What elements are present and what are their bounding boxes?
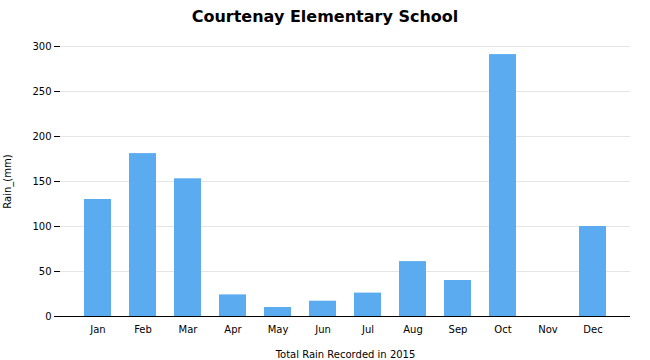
svg-text:150: 150 (32, 176, 51, 187)
svg-text:Dec: Dec (583, 324, 602, 335)
svg-text:200: 200 (32, 131, 51, 142)
svg-text:Jul: Jul (361, 324, 374, 335)
svg-text:100: 100 (32, 221, 51, 232)
svg-text:Jun: Jun (314, 324, 331, 335)
svg-text:Rain_(mm): Rain_(mm) (2, 154, 14, 208)
svg-text:250: 250 (32, 86, 51, 97)
svg-text:Total Rain Recorded in 2015: Total Rain Recorded in 2015 (275, 349, 416, 360)
svg-text:Nov: Nov (538, 324, 558, 335)
svg-text:Sep: Sep (449, 324, 468, 335)
svg-text:Mar: Mar (179, 324, 199, 335)
svg-text:50: 50 (39, 266, 52, 277)
svg-text:Aug: Aug (403, 324, 423, 335)
svg-text:Oct: Oct (494, 324, 511, 335)
svg-text:Feb: Feb (134, 324, 152, 335)
svg-text:300: 300 (32, 41, 51, 52)
svg-text:0: 0 (45, 311, 51, 322)
svg-text:May: May (268, 324, 289, 335)
svg-text:Jan: Jan (89, 324, 105, 335)
html-text:Courtenay Elementary School: Courtenay Elementary School (191, 7, 459, 26)
svg-text:Apr: Apr (224, 324, 242, 335)
